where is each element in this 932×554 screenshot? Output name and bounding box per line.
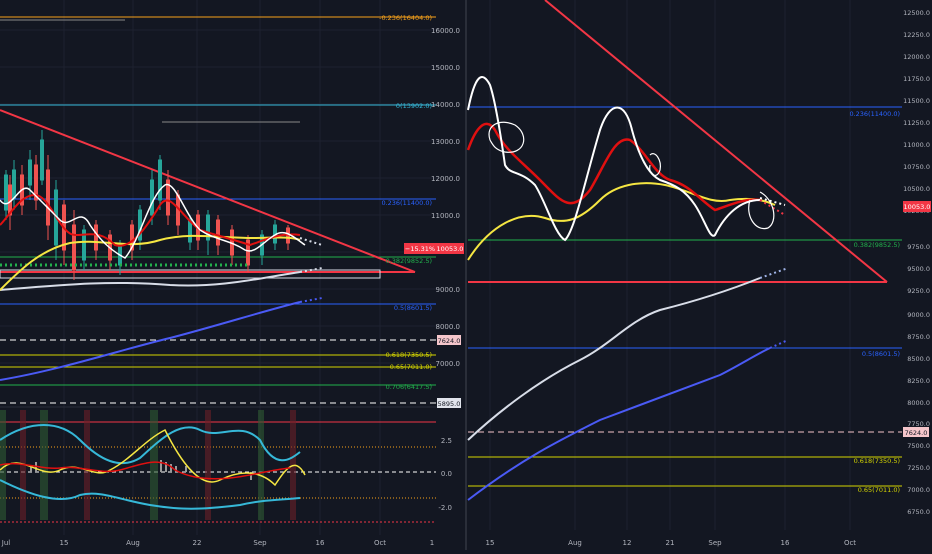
r-ema-red[interactable] bbox=[466, 122, 761, 212]
right-axis-tick: 10750.0 bbox=[903, 163, 930, 171]
osc-cyan-line[interactable] bbox=[0, 424, 301, 465]
right-axis-tick: 9750.0 bbox=[907, 243, 930, 251]
right-axis-tick: 7500.0 bbox=[907, 442, 930, 450]
right-axis-tick: 7750.0 bbox=[907, 420, 930, 428]
left-axis-tick: 14000.0 bbox=[431, 101, 460, 109]
right-axis-tick: 7000.0 bbox=[907, 486, 930, 494]
right-time-tick: 16 bbox=[781, 539, 790, 547]
right-axis-tick: 9500.0 bbox=[907, 265, 930, 273]
right-axis-tick: 6750.0 bbox=[907, 508, 930, 516]
ma-light-left[interactable] bbox=[0, 271, 301, 291]
fib-label-065: 0.65(7011.0) bbox=[390, 363, 432, 371]
annotation-circle-1[interactable] bbox=[488, 121, 525, 153]
right-chart-pane[interactable]: 0.236(11400.0) 0.382(9852.5) 0.5(8601.5)… bbox=[466, 0, 931, 547]
annotation-circle-3[interactable] bbox=[748, 191, 775, 230]
osc-axis-tick: 2.5 bbox=[441, 437, 452, 445]
osc-axis-tick: -2.0 bbox=[438, 504, 452, 512]
left-time-tick: 1 bbox=[430, 539, 434, 547]
r-ma-light[interactable] bbox=[467, 277, 761, 441]
r-ema-yellow[interactable] bbox=[467, 182, 776, 261]
right-axis-tick: 9250.0 bbox=[907, 287, 930, 295]
r-level-tag-7624: 7624.0 bbox=[905, 429, 928, 437]
left-time-tick: 16 bbox=[316, 539, 325, 547]
left-time-tick: Aug bbox=[126, 539, 140, 547]
r-fib-label-0236: 0.236(11400.0) bbox=[849, 110, 900, 118]
r-triangle-upper-trendline[interactable] bbox=[544, 0, 888, 283]
fib-label-0618: 0.618(7350.5) bbox=[386, 351, 432, 359]
right-axis-tick: 11500.0 bbox=[903, 97, 930, 105]
right-time-tick: Aug bbox=[568, 539, 582, 547]
right-axis-tick: 8750.0 bbox=[907, 333, 930, 341]
left-axis-tick: 12000.0 bbox=[431, 175, 460, 183]
fib-label-05: 0.5(8601.5) bbox=[394, 304, 432, 312]
right-axis-tick: 10500.0 bbox=[903, 185, 930, 193]
right-price-axis[interactable]: 12500.0 12250.0 12000.0 11750.0 11500.0 … bbox=[903, 9, 930, 516]
right-axis-tick: 9000.0 bbox=[907, 311, 930, 319]
osc-yellow-line[interactable] bbox=[0, 428, 306, 487]
left-price-axis[interactable]: 16000.0 15000.0 14000.0 13000.0 12000.0 … bbox=[431, 27, 460, 512]
fib-label-0382: 0.382(9852.5) bbox=[386, 257, 432, 265]
right-time-tick: Oct bbox=[844, 539, 856, 547]
right-time-tick: 15 bbox=[486, 539, 495, 547]
level-tag-5895: 5895.0 bbox=[438, 400, 461, 408]
right-time-tick: 12 bbox=[623, 539, 632, 547]
fib-continuation-dots bbox=[299, 237, 323, 246]
annotation-circle-2[interactable] bbox=[649, 153, 661, 177]
osc-cyan-lower[interactable] bbox=[0, 479, 301, 510]
r-fib-label-0618: 0.618(7350.5) bbox=[854, 457, 900, 465]
right-time-axis[interactable]: 15 Aug 12 21 Sep 16 Oct bbox=[486, 539, 857, 547]
fib-label-0706: 0.706(6417.5) bbox=[386, 383, 432, 391]
right-time-tick: Sep bbox=[708, 539, 722, 547]
left-axis-tick: 9000.0 bbox=[436, 286, 461, 294]
current-price-tag-left: 10053.0 bbox=[437, 245, 464, 253]
fib-label-0236: 0.236(11400.0) bbox=[381, 199, 432, 207]
left-time-axis[interactable]: Jul 15 Aug 22 Sep 16 Oct 1 bbox=[1, 539, 434, 547]
right-axis-tick: 8000.0 bbox=[907, 399, 930, 407]
fib-label-0: 0(13902.0) bbox=[396, 102, 432, 110]
right-axis-tick: 11750.0 bbox=[903, 75, 930, 83]
right-axis-tick: 11000.0 bbox=[903, 141, 930, 149]
ma-blue-left[interactable] bbox=[0, 301, 301, 381]
current-price-tag-right: 10053.0 bbox=[904, 203, 931, 211]
oscillator-pane[interactable] bbox=[0, 406, 440, 523]
left-axis-tick: 16000.0 bbox=[431, 27, 460, 35]
triangle-upper-trendline[interactable] bbox=[0, 109, 416, 273]
left-axis-tick: 8000.0 bbox=[436, 323, 461, 331]
right-axis-tick: 11250.0 bbox=[903, 119, 930, 127]
r-fib-label-0382: 0.382(9852.5) bbox=[854, 241, 900, 249]
osc-red-line[interactable] bbox=[0, 461, 291, 480]
left-axis-tick: 7000.0 bbox=[436, 360, 461, 368]
right-axis-tick: 7250.0 bbox=[907, 464, 930, 472]
left-time-tick: Sep bbox=[253, 539, 267, 547]
price-line-left[interactable] bbox=[0, 183, 306, 259]
left-axis-tick: 11000.0 bbox=[431, 212, 460, 220]
right-axis-tick: 12500.0 bbox=[903, 9, 930, 17]
r-ma-blue[interactable] bbox=[467, 347, 771, 501]
left-time-tick: 15 bbox=[60, 539, 69, 547]
level-tag-7624: 7624.0 bbox=[438, 337, 461, 345]
ema-yellow-left[interactable] bbox=[0, 234, 301, 291]
pct-change-tag: −15.31% bbox=[405, 245, 435, 253]
left-chart-pane[interactable]: -0.236(16404.0) 0(13902.0) 0.236(11400.0… bbox=[0, 0, 464, 547]
fib-label-neg0236: -0.236(16404.0) bbox=[379, 14, 432, 22]
left-time-tick: 22 bbox=[193, 539, 202, 547]
r-fib-label-05: 0.5(8601.5) bbox=[862, 350, 900, 358]
left-time-tick: Oct bbox=[374, 539, 386, 547]
support-zone-box[interactable] bbox=[0, 269, 381, 279]
r-price-line[interactable] bbox=[467, 76, 761, 242]
right-axis-tick: 8500.0 bbox=[907, 355, 930, 363]
right-time-tick: 21 bbox=[666, 539, 675, 547]
r-fib-label-065: 0.65(7011.0) bbox=[858, 486, 900, 494]
left-time-tick: Jul bbox=[1, 539, 11, 547]
right-axis-tick: 12250.0 bbox=[903, 31, 930, 39]
osc-axis-tick: 0.0 bbox=[441, 470, 452, 478]
right-axis-tick: 12000.0 bbox=[903, 53, 930, 61]
left-axis-tick: 13000.0 bbox=[431, 138, 460, 146]
left-axis-tick: 15000.0 bbox=[431, 64, 460, 72]
right-axis-tick: 8250.0 bbox=[907, 377, 930, 385]
